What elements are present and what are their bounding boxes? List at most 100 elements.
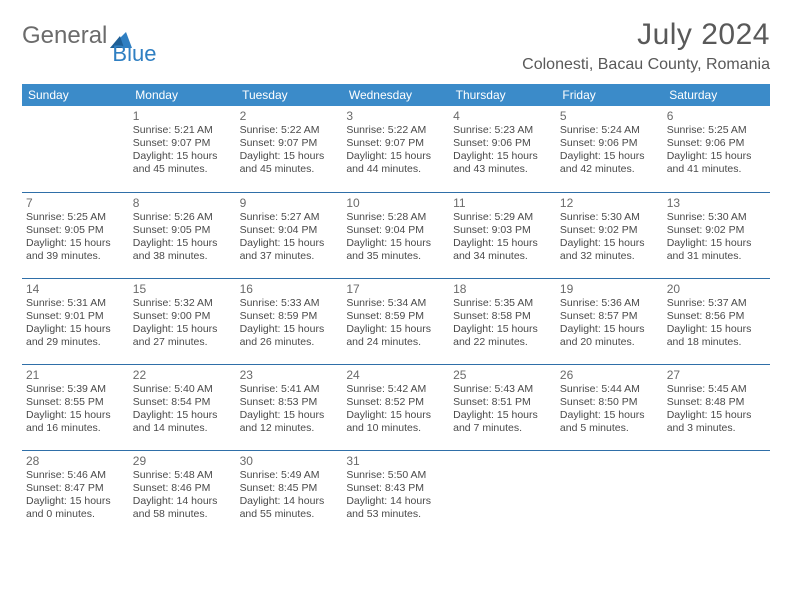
day-info: Sunrise: 5:30 AMSunset: 9:02 PMDaylight:… (560, 211, 659, 264)
day-info: Sunrise: 5:23 AMSunset: 9:06 PMDaylight:… (453, 124, 552, 177)
daylight-text-1: Daylight: 15 hours (453, 150, 552, 163)
calendar-cell: 6Sunrise: 5:25 AMSunset: 9:06 PMDaylight… (663, 106, 770, 192)
day-number: 7 (26, 196, 125, 210)
day-info: Sunrise: 5:48 AMSunset: 8:46 PMDaylight:… (133, 469, 232, 522)
day-number: 21 (26, 368, 125, 382)
sunrise-text: Sunrise: 5:43 AM (453, 383, 552, 396)
day-info: Sunrise: 5:49 AMSunset: 8:45 PMDaylight:… (240, 469, 339, 522)
location: Colonesti, Bacau County, Romania (522, 56, 770, 74)
day-number: 11 (453, 196, 552, 210)
sunset-text: Sunset: 8:55 PM (26, 396, 125, 409)
day-info: Sunrise: 5:29 AMSunset: 9:03 PMDaylight:… (453, 211, 552, 264)
day-info: Sunrise: 5:45 AMSunset: 8:48 PMDaylight:… (667, 383, 766, 436)
daylight-text-2: and 0 minutes. (26, 508, 125, 521)
sunrise-text: Sunrise: 5:25 AM (26, 211, 125, 224)
calendar-cell: 5Sunrise: 5:24 AMSunset: 9:06 PMDaylight… (556, 106, 663, 192)
daylight-text-1: Daylight: 15 hours (346, 237, 445, 250)
sunset-text: Sunset: 8:43 PM (346, 482, 445, 495)
day-number: 3 (346, 109, 445, 123)
calendar-cell: 29Sunrise: 5:48 AMSunset: 8:46 PMDayligh… (129, 450, 236, 536)
day-number: 24 (346, 368, 445, 382)
daylight-text-2: and 10 minutes. (346, 422, 445, 435)
sunrise-text: Sunrise: 5:49 AM (240, 469, 339, 482)
day-number: 31 (346, 454, 445, 468)
day-info: Sunrise: 5:36 AMSunset: 8:57 PMDaylight:… (560, 297, 659, 350)
sunset-text: Sunset: 9:00 PM (133, 310, 232, 323)
calendar-cell (663, 450, 770, 536)
calendar-cell: 17Sunrise: 5:34 AMSunset: 8:59 PMDayligh… (342, 278, 449, 364)
calendar-cell: 10Sunrise: 5:28 AMSunset: 9:04 PMDayligh… (342, 192, 449, 278)
daylight-text-2: and 26 minutes. (240, 336, 339, 349)
daylight-text-2: and 53 minutes. (346, 508, 445, 521)
day-info: Sunrise: 5:26 AMSunset: 9:05 PMDaylight:… (133, 211, 232, 264)
calendar-cell: 8Sunrise: 5:26 AMSunset: 9:05 PMDaylight… (129, 192, 236, 278)
day-header: Thursday (449, 84, 556, 106)
day-number: 23 (240, 368, 339, 382)
calendar-cell: 13Sunrise: 5:30 AMSunset: 9:02 PMDayligh… (663, 192, 770, 278)
day-number: 10 (346, 196, 445, 210)
day-info: Sunrise: 5:25 AMSunset: 9:05 PMDaylight:… (26, 211, 125, 264)
sunset-text: Sunset: 8:48 PM (667, 396, 766, 409)
daylight-text-1: Daylight: 15 hours (26, 237, 125, 250)
day-info: Sunrise: 5:28 AMSunset: 9:04 PMDaylight:… (346, 211, 445, 264)
daylight-text-1: Daylight: 14 hours (240, 495, 339, 508)
daylight-text-1: Daylight: 15 hours (240, 323, 339, 336)
calendar-cell: 15Sunrise: 5:32 AMSunset: 9:00 PMDayligh… (129, 278, 236, 364)
sunrise-text: Sunrise: 5:30 AM (667, 211, 766, 224)
day-number: 28 (26, 454, 125, 468)
daylight-text-2: and 7 minutes. (453, 422, 552, 435)
daylight-text-2: and 31 minutes. (667, 250, 766, 263)
day-number: 14 (26, 282, 125, 296)
calendar-cell: 16Sunrise: 5:33 AMSunset: 8:59 PMDayligh… (236, 278, 343, 364)
calendar-week-row: 28Sunrise: 5:46 AMSunset: 8:47 PMDayligh… (22, 450, 770, 536)
day-number: 26 (560, 368, 659, 382)
daylight-text-2: and 20 minutes. (560, 336, 659, 349)
day-info: Sunrise: 5:22 AMSunset: 9:07 PMDaylight:… (346, 124, 445, 177)
title-block: July 2024 Colonesti, Bacau County, Roman… (522, 18, 770, 74)
calendar-week-row: 14Sunrise: 5:31 AMSunset: 9:01 PMDayligh… (22, 278, 770, 364)
month-title: July 2024 (522, 18, 770, 52)
sunset-text: Sunset: 9:05 PM (133, 224, 232, 237)
sunset-text: Sunset: 8:56 PM (667, 310, 766, 323)
sunset-text: Sunset: 9:07 PM (133, 137, 232, 150)
daylight-text-1: Daylight: 14 hours (133, 495, 232, 508)
sunrise-text: Sunrise: 5:22 AM (346, 124, 445, 137)
calendar-cell: 24Sunrise: 5:42 AMSunset: 8:52 PMDayligh… (342, 364, 449, 450)
day-number: 8 (133, 196, 232, 210)
daylight-text-2: and 58 minutes. (133, 508, 232, 521)
day-header: Tuesday (236, 84, 343, 106)
daylight-text-1: Daylight: 15 hours (667, 409, 766, 422)
calendar-cell: 12Sunrise: 5:30 AMSunset: 9:02 PMDayligh… (556, 192, 663, 278)
logo-text-1: General (22, 22, 107, 50)
daylight-text-1: Daylight: 15 hours (133, 237, 232, 250)
sunrise-text: Sunrise: 5:28 AM (346, 211, 445, 224)
day-info: Sunrise: 5:25 AMSunset: 9:06 PMDaylight:… (667, 124, 766, 177)
day-info: Sunrise: 5:46 AMSunset: 8:47 PMDaylight:… (26, 469, 125, 522)
daylight-text-1: Daylight: 15 hours (26, 409, 125, 422)
sunset-text: Sunset: 9:01 PM (26, 310, 125, 323)
day-number: 19 (560, 282, 659, 296)
day-number: 12 (560, 196, 659, 210)
calendar-cell: 21Sunrise: 5:39 AMSunset: 8:55 PMDayligh… (22, 364, 129, 450)
day-number: 6 (667, 109, 766, 123)
calendar-cell: 25Sunrise: 5:43 AMSunset: 8:51 PMDayligh… (449, 364, 556, 450)
calendar-cell: 26Sunrise: 5:44 AMSunset: 8:50 PMDayligh… (556, 364, 663, 450)
sunset-text: Sunset: 9:04 PM (240, 224, 339, 237)
sunset-text: Sunset: 8:46 PM (133, 482, 232, 495)
daylight-text-2: and 55 minutes. (240, 508, 339, 521)
day-info: Sunrise: 5:41 AMSunset: 8:53 PMDaylight:… (240, 383, 339, 436)
sunset-text: Sunset: 8:57 PM (560, 310, 659, 323)
calendar-cell: 30Sunrise: 5:49 AMSunset: 8:45 PMDayligh… (236, 450, 343, 536)
calendar-cell: 20Sunrise: 5:37 AMSunset: 8:56 PMDayligh… (663, 278, 770, 364)
sunrise-text: Sunrise: 5:25 AM (667, 124, 766, 137)
day-info: Sunrise: 5:33 AMSunset: 8:59 PMDaylight:… (240, 297, 339, 350)
daylight-text-2: and 29 minutes. (26, 336, 125, 349)
calendar-cell: 18Sunrise: 5:35 AMSunset: 8:58 PMDayligh… (449, 278, 556, 364)
calendar-cell (449, 450, 556, 536)
sunset-text: Sunset: 8:45 PM (240, 482, 339, 495)
daylight-text-1: Daylight: 15 hours (667, 323, 766, 336)
day-info: Sunrise: 5:40 AMSunset: 8:54 PMDaylight:… (133, 383, 232, 436)
sunrise-text: Sunrise: 5:27 AM (240, 211, 339, 224)
sunrise-text: Sunrise: 5:32 AM (133, 297, 232, 310)
day-number: 18 (453, 282, 552, 296)
